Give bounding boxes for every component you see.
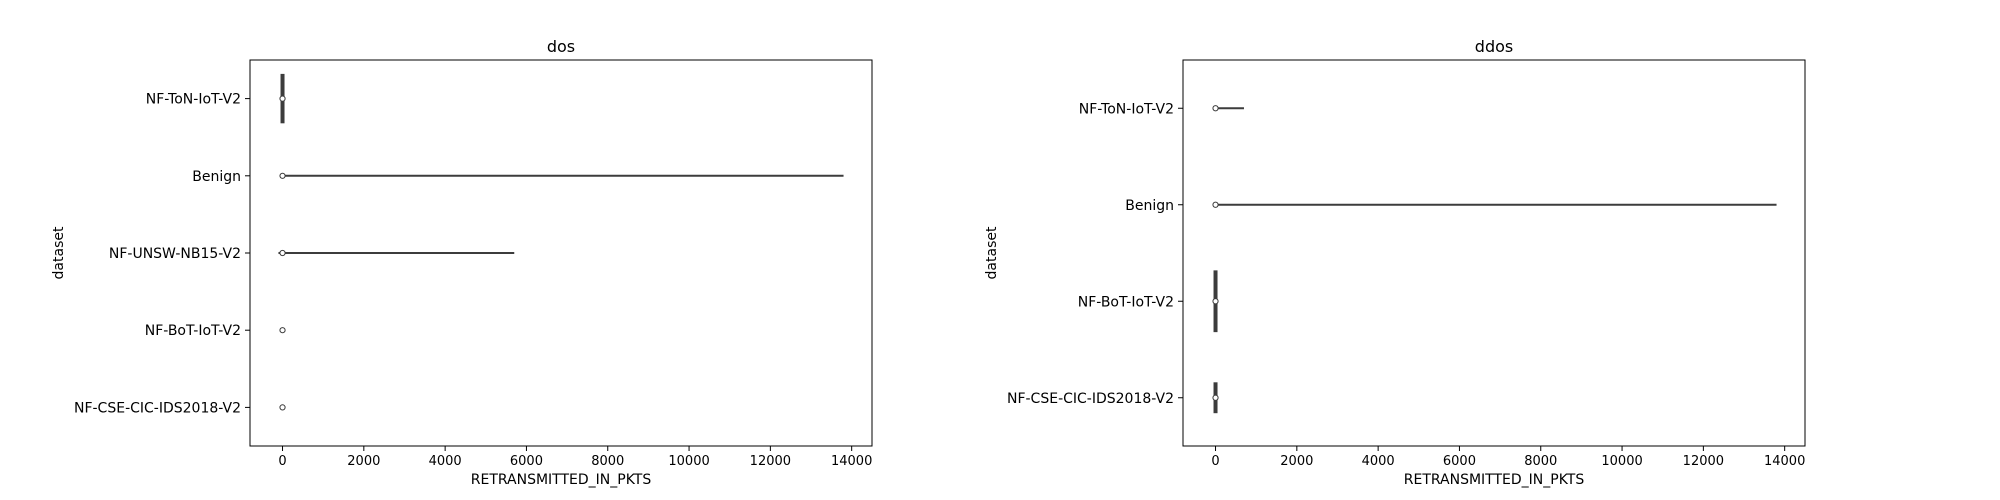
x-tick-label: 10000	[1601, 454, 1642, 469]
chart-panel-dos: dos 0 2000 4000 6000 8000 10000 12000 14000 RETRA…	[51, 37, 873, 488]
violin-median-point	[279, 95, 286, 102]
violin-median-point	[1212, 105, 1219, 112]
x-tick-label: 2000	[1280, 454, 1313, 469]
y-axis-label: dataset	[51, 226, 67, 279]
violin-median-point	[279, 404, 286, 411]
x-axis-label: RETRANSMITTED_IN_PKTS	[471, 472, 652, 488]
y-tick-label: Benign	[192, 169, 241, 185]
chart-title: dos	[547, 37, 575, 56]
x-tick-label: 2000	[347, 454, 380, 469]
violin-median-point	[279, 327, 286, 334]
x-tick-label: 4000	[1362, 454, 1395, 469]
x-tick-label: 8000	[1524, 454, 1557, 469]
violin-median-point	[279, 172, 286, 179]
y-tick-label: NF-ToN-IoT-V2	[146, 92, 241, 108]
x-tick-label: 10000	[668, 454, 709, 469]
violin-median-point	[1212, 298, 1219, 305]
chart-panel-ddos: ddos 0 2000 4000 6000 8000 10000 12000 14000 RETR…	[984, 37, 1806, 488]
x-tick-label: 12000	[1683, 454, 1724, 469]
y-tick-label: NF-BoT-IoT-V2	[145, 323, 241, 339]
x-tick-label: 14000	[1764, 454, 1805, 469]
y-tick-label: NF-UNSW-NB15-V2	[109, 246, 241, 262]
violin-median-point	[1212, 201, 1219, 208]
violin-median-point	[1212, 394, 1219, 401]
violin-median-point	[279, 249, 286, 257]
x-tick-label: 8000	[591, 454, 624, 469]
x-tick-label: 6000	[510, 454, 543, 469]
axes-frame	[1182, 59, 1806, 447]
x-tick-label: 6000	[1443, 454, 1476, 469]
y-tick-label: NF-ToN-IoT-V2	[1079, 101, 1174, 117]
x-tick-label: 0	[1211, 454, 1219, 469]
chart-title: ddos	[1475, 37, 1513, 56]
y-tick-label: Benign	[1125, 198, 1174, 214]
x-tick-label: 14000	[831, 454, 872, 469]
y-axis-label: dataset	[984, 226, 1000, 279]
x-tick-label: 12000	[750, 454, 791, 469]
x-tick-label: 4000	[429, 454, 462, 469]
x-tick-label: 0	[278, 454, 286, 469]
y-tick-label: NF-BoT-IoT-V2	[1078, 294, 1174, 310]
y-tick-label: NF-CSE-CIC-IDS2018-V2	[74, 400, 241, 416]
y-tick-label: NF-CSE-CIC-IDS2018-V2	[1007, 391, 1174, 407]
x-axis-label: RETRANSMITTED_IN_PKTS	[1404, 472, 1585, 488]
